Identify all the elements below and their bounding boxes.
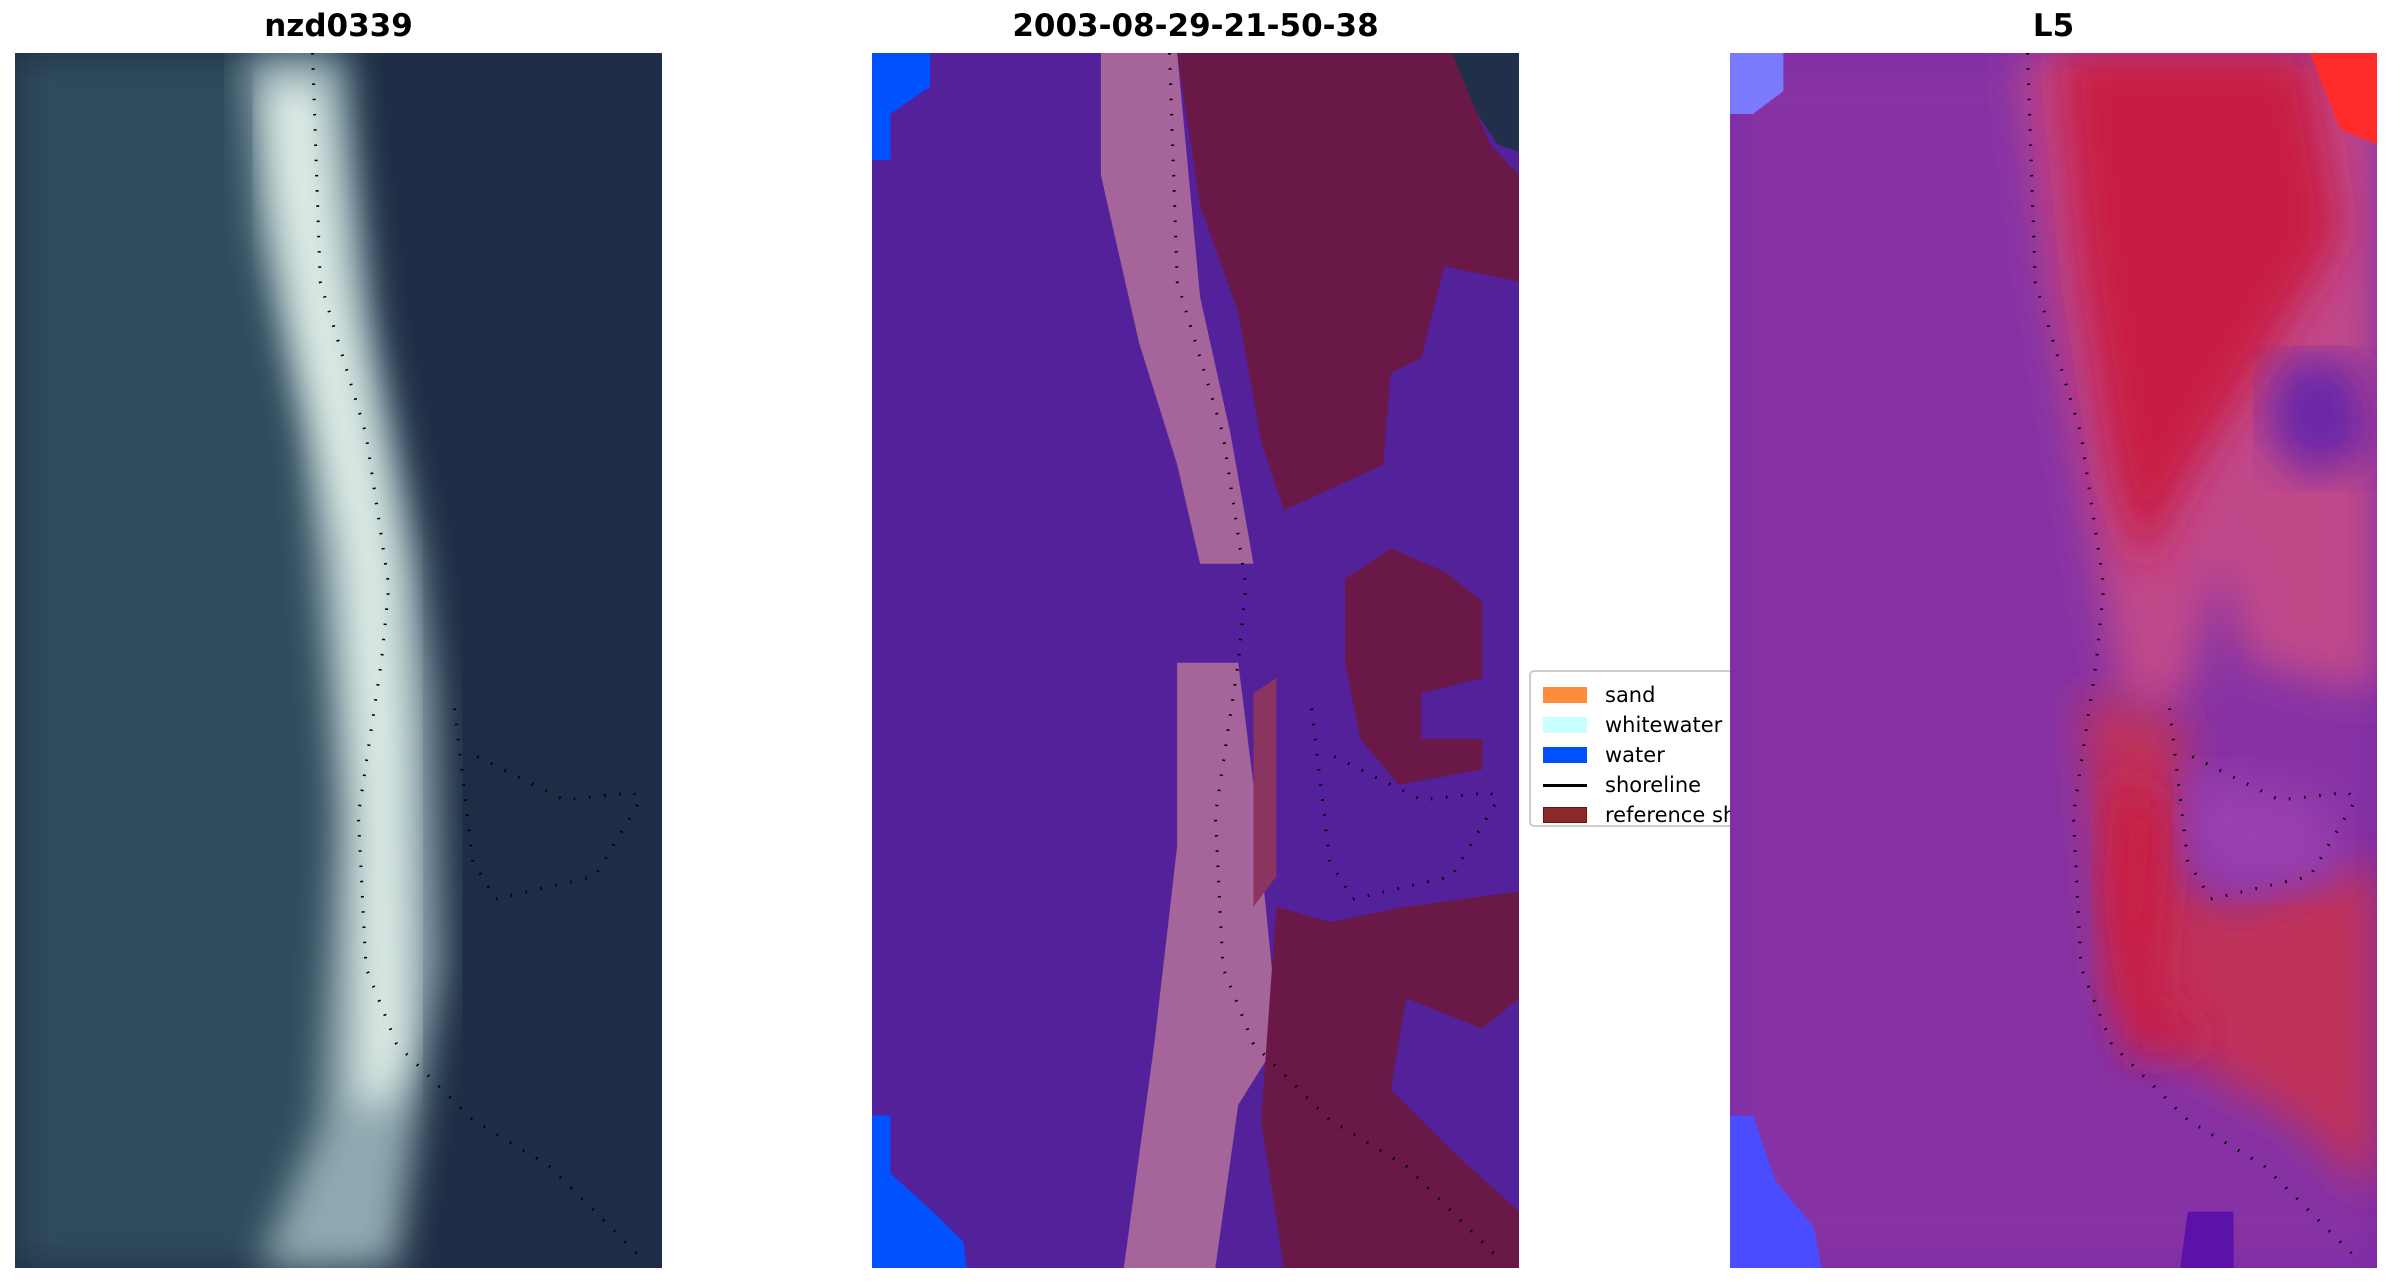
legend-item-shoreline: shoreline [1543, 772, 1701, 798]
panel-title-image: nzd0339 [264, 8, 413, 44]
panel-title-date: 2003-08-29-21-50-38 [1012, 8, 1379, 44]
index-image-panel [1730, 53, 2377, 1268]
legend-item-water: water [1543, 742, 1665, 768]
rgb-image-panel [15, 53, 662, 1268]
legend-item-reference-shoreline: reference sho [1543, 802, 1749, 828]
legend-item-whitewater: whitewater [1543, 712, 1722, 738]
panel-title-satellite: L5 [2032, 8, 2075, 44]
legend: sand whitewater water shoreline referenc… [1529, 670, 1769, 827]
classified-image-panel [872, 53, 1519, 1268]
legend-item-sand: sand [1543, 682, 1655, 708]
